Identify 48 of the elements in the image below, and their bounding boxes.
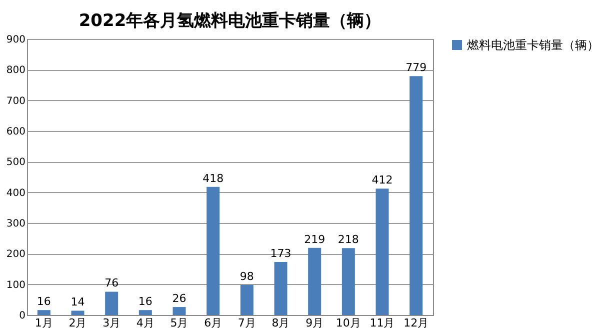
- x-tick-label: 6月: [204, 316, 222, 330]
- y-tick-label: 400: [6, 188, 26, 199]
- x-tick-label: 4月: [136, 316, 154, 330]
- data-label: 219: [304, 232, 326, 246]
- data-label: 16: [138, 295, 152, 308]
- y-tick-label: 200: [6, 249, 26, 260]
- x-tick-label: 1月: [34, 316, 53, 330]
- bar: [274, 262, 288, 315]
- bar: [37, 310, 50, 315]
- y-tick-label: 700: [6, 96, 26, 107]
- y-tick-label: 100: [6, 280, 26, 291]
- y-tick-label: 600: [6, 126, 26, 138]
- data-label: 76: [104, 276, 119, 290]
- legend-label: 燃料电池重卡销量（辆）: [467, 38, 599, 52]
- x-tick-label: 3月: [102, 316, 121, 330]
- bar: [71, 310, 84, 315]
- x-tick-label: 7月: [238, 316, 256, 330]
- x-tick-label: 9月: [306, 316, 324, 330]
- bar: [410, 76, 423, 315]
- data-label: 16: [36, 295, 51, 308]
- x-tick-label: 2月: [68, 316, 87, 330]
- x-tick-label: 12月: [404, 316, 429, 330]
- bar: [308, 248, 322, 315]
- data-label: 26: [172, 292, 186, 306]
- chart-title: 2022年各月氢燃料电池重卡销量（辆）: [78, 11, 382, 31]
- data-label: 218: [338, 233, 359, 246]
- y-tick-label: 0: [19, 310, 26, 322]
- x-tick-label: 10月: [336, 316, 361, 330]
- data-label: 14: [70, 296, 85, 309]
- x-tick-label: 11月: [370, 316, 395, 330]
- bar: [172, 307, 186, 315]
- y-tick-label: 800: [6, 65, 26, 76]
- bar: [240, 284, 254, 315]
- y-tick-label: 500: [6, 157, 26, 168]
- data-label: 98: [240, 270, 254, 283]
- data-label: 418: [202, 172, 224, 185]
- bar: [138, 310, 152, 315]
- y-tick-label: 900: [6, 34, 26, 46]
- bar: [376, 188, 389, 315]
- x-tick-label: 5月: [170, 316, 188, 330]
- data-label: 173: [270, 246, 292, 260]
- data-label: 412: [372, 174, 393, 187]
- bar: [342, 248, 355, 315]
- bar: [105, 292, 118, 315]
- bar: [206, 186, 220, 315]
- x-tick-label: 8月: [272, 316, 290, 330]
- data-label: 779: [406, 61, 427, 74]
- y-tick-label: 300: [6, 218, 26, 230]
